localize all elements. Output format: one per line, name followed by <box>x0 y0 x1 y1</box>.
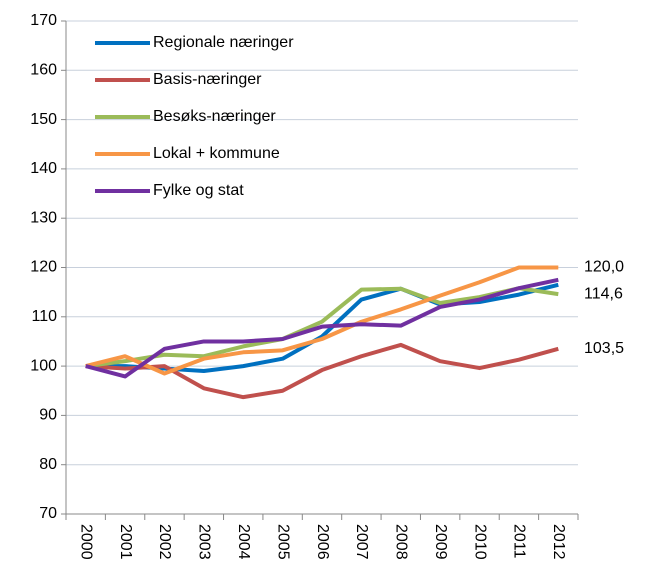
y-tick-label: 160 <box>30 62 57 79</box>
y-tick-label: 90 <box>39 407 57 424</box>
legend-label: Besøks-næringer <box>153 108 276 125</box>
x-tick-label: 2012 <box>550 524 567 560</box>
x-tick-label: 2009 <box>432 524 449 560</box>
y-tick-label: 70 <box>39 505 57 522</box>
x-tick-label: 2003 <box>196 524 213 560</box>
legend-label: Lokal + kommune <box>153 145 280 162</box>
y-tick-label: 130 <box>30 209 57 226</box>
data-label: 103,5 <box>584 340 624 357</box>
x-tick-label: 2005 <box>274 524 291 560</box>
line-series <box>85 277 559 379</box>
data-label: 120,0 <box>584 259 624 276</box>
x-tick-label: 2011 <box>511 524 528 559</box>
legend-label: Fylke og stat <box>153 182 244 199</box>
line-series <box>85 265 559 376</box>
x-tick-label: 2008 <box>393 524 410 560</box>
y-tick-label: 140 <box>30 160 57 177</box>
line-series <box>85 286 559 369</box>
y-tick-label: 100 <box>30 357 57 374</box>
y-tick-label: 150 <box>30 111 57 128</box>
x-tick-label: 2007 <box>353 524 370 560</box>
y-tick-label: 170 <box>30 12 57 29</box>
line-series <box>85 342 559 400</box>
x-tick-label: 2002 <box>156 524 173 560</box>
x-tick-label: 2004 <box>235 524 252 560</box>
line-series <box>85 282 559 374</box>
y-tick-label: 120 <box>30 259 57 276</box>
x-tick-label: 2000 <box>77 524 94 560</box>
x-tick-label: 2001 <box>117 524 134 560</box>
legend-label: Basis-næringer <box>153 71 262 88</box>
y-tick-label: 80 <box>39 456 57 473</box>
x-tick-label: 2010 <box>471 524 488 560</box>
y-tick-label: 110 <box>31 308 57 325</box>
x-tick-label: 2006 <box>314 524 331 560</box>
data-label: 114,6 <box>584 285 623 302</box>
legend-label: Regionale næringer <box>153 34 294 51</box>
